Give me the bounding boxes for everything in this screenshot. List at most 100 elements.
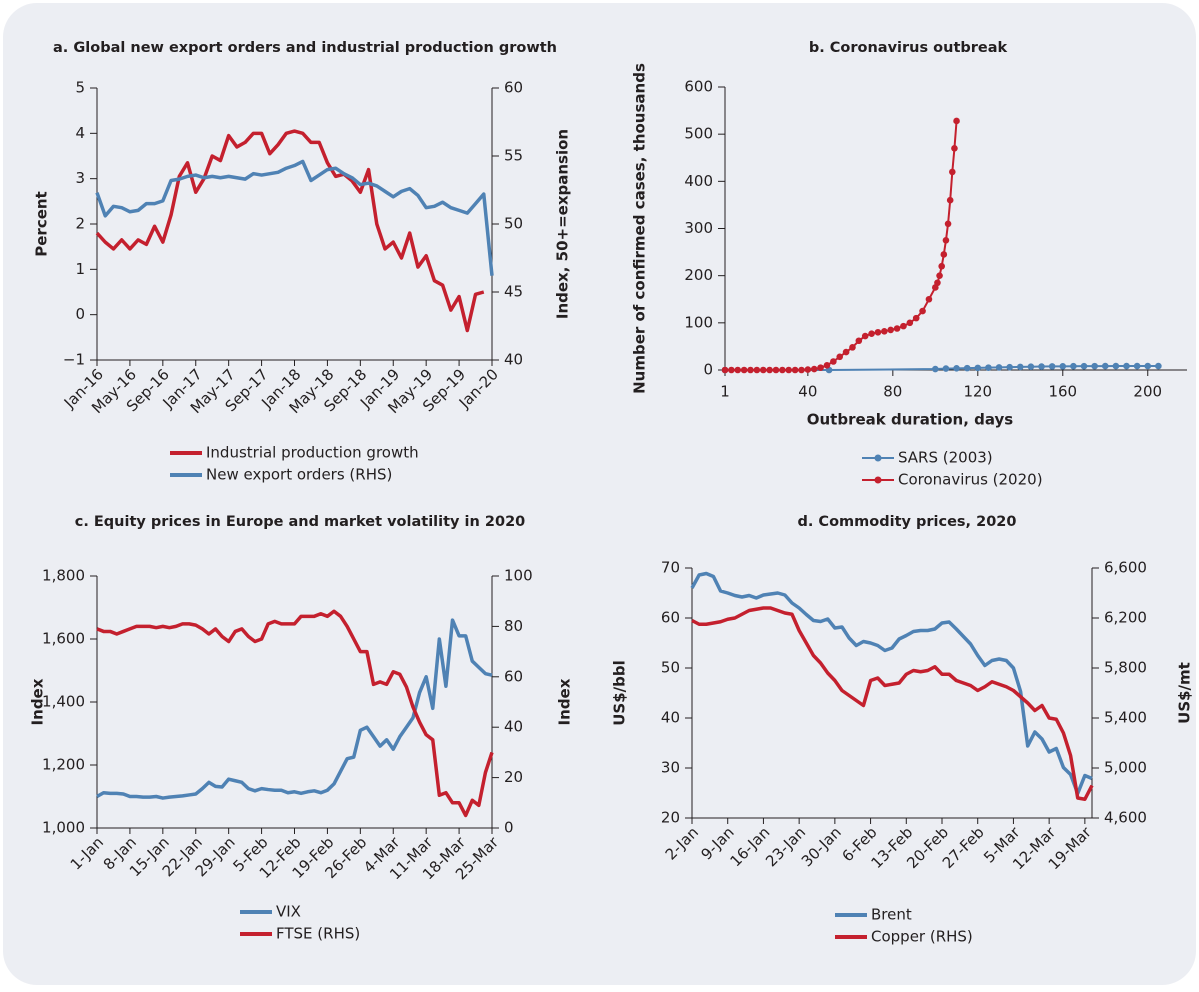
y2-tick-label: 5,400 bbox=[1104, 709, 1147, 727]
x-tick-label: 120 bbox=[963, 383, 992, 401]
y2-tick-label: 60 bbox=[504, 667, 523, 685]
data-point bbox=[946, 196, 954, 204]
data-point bbox=[1123, 362, 1130, 370]
data-point bbox=[919, 307, 926, 315]
data-point bbox=[893, 325, 901, 332]
y2-tick-label: 40 bbox=[504, 351, 523, 369]
data-point bbox=[912, 314, 920, 322]
y2-tick-label: 55 bbox=[504, 147, 523, 165]
x-tick-label: 200 bbox=[1133, 383, 1162, 401]
x-tick-label: 160 bbox=[1048, 383, 1077, 401]
data-point bbox=[1070, 362, 1077, 370]
data-point bbox=[842, 348, 850, 356]
y-axis-title: Index bbox=[29, 678, 47, 725]
data-point bbox=[934, 279, 941, 287]
data-point bbox=[1112, 362, 1120, 370]
data-point bbox=[942, 236, 950, 244]
y-tick-label: 20 bbox=[661, 809, 680, 827]
data-point bbox=[868, 330, 875, 337]
data-point bbox=[932, 365, 939, 373]
y2-tick-label: 100 bbox=[504, 567, 533, 585]
legend-marker bbox=[874, 476, 882, 484]
data-point bbox=[1048, 363, 1056, 370]
y-tick-label: 1,400 bbox=[42, 693, 85, 711]
y2-tick-label: 40 bbox=[504, 718, 523, 736]
y-tick-label: 60 bbox=[661, 609, 680, 627]
y-tick-label: 200 bbox=[684, 266, 713, 284]
data-point bbox=[1038, 363, 1045, 370]
legend-label: Brent bbox=[871, 906, 912, 924]
chart-title: b. Coronavirus outbreak bbox=[809, 40, 1008, 56]
y-tick-label: 500 bbox=[684, 125, 713, 143]
data-point bbox=[759, 366, 767, 374]
y-axis-title: Percent bbox=[33, 191, 51, 256]
chart-title: d. Commodity prices, 2020 bbox=[798, 514, 1017, 530]
y2-tick-label: 0 bbox=[504, 819, 514, 837]
legend-label: New export orders (RHS) bbox=[206, 466, 392, 484]
data-point bbox=[995, 364, 1003, 371]
data-point bbox=[734, 366, 742, 374]
y-axis-title: US$/bbl bbox=[611, 660, 629, 726]
y2-tick-label: 6,200 bbox=[1104, 609, 1147, 627]
data-point bbox=[881, 328, 888, 335]
legend-label: Copper (RHS) bbox=[871, 928, 973, 946]
data-point bbox=[936, 272, 943, 279]
data-point bbox=[940, 251, 948, 258]
data-point bbox=[836, 353, 844, 361]
chart-title: a. Global new export orders and industri… bbox=[53, 40, 557, 56]
y2-tick-label: 5,800 bbox=[1104, 659, 1147, 677]
y-tick-label: 400 bbox=[684, 172, 713, 190]
series-line bbox=[96, 618, 493, 800]
data-point bbox=[721, 366, 729, 374]
series-line bbox=[690, 571, 1093, 796]
y-tick-label: 1,000 bbox=[42, 819, 85, 837]
y2-axis-title: Index, 50+=expansion bbox=[554, 129, 572, 319]
y-tick-label: 5 bbox=[75, 79, 85, 97]
y-tick-label: 30 bbox=[661, 759, 680, 777]
series-line bbox=[96, 609, 494, 818]
y2-tick-label: 5,000 bbox=[1104, 759, 1147, 777]
y-tick-label: 0 bbox=[75, 305, 85, 323]
data-point bbox=[1133, 362, 1141, 370]
data-point bbox=[747, 366, 754, 374]
y2-tick-label: 45 bbox=[504, 283, 523, 301]
data-point bbox=[1144, 362, 1152, 370]
x-axis-title: Outbreak duration, days bbox=[807, 411, 1014, 429]
y2-tick-label: 60 bbox=[504, 79, 523, 97]
x-tick-label: 80 bbox=[883, 383, 902, 401]
y-tick-label: 50 bbox=[661, 659, 680, 677]
data-point bbox=[810, 365, 818, 373]
data-point bbox=[798, 366, 805, 374]
y-tick-label: 100 bbox=[684, 313, 713, 331]
data-point bbox=[900, 322, 907, 330]
data-point bbox=[974, 364, 982, 372]
y-tick-label: 40 bbox=[661, 709, 680, 727]
data-point bbox=[772, 366, 780, 374]
data-point bbox=[963, 364, 971, 372]
data-point bbox=[1059, 363, 1067, 370]
y2-tick-label: 6,600 bbox=[1104, 559, 1147, 577]
legend-label: Industrial production growth bbox=[206, 444, 419, 462]
series-line bbox=[691, 606, 1094, 801]
data-point bbox=[830, 358, 837, 365]
data-point bbox=[1027, 363, 1035, 370]
y-tick-label: 0 bbox=[703, 361, 713, 379]
y-tick-label: 1,200 bbox=[42, 756, 85, 774]
y-tick-label: 1,800 bbox=[42, 567, 85, 585]
y-tick-label: 1 bbox=[75, 260, 85, 278]
chart-title: c. Equity prices in Europe and market vo… bbox=[75, 514, 526, 530]
y-tick-label: −1 bbox=[63, 351, 85, 369]
data-point bbox=[791, 366, 799, 374]
panel-background bbox=[3, 3, 1196, 985]
data-point bbox=[823, 361, 831, 369]
data-point bbox=[728, 366, 735, 374]
legend-marker bbox=[874, 454, 882, 462]
y-tick-label: 2 bbox=[75, 215, 85, 233]
data-point bbox=[949, 168, 956, 176]
y2-axis-title: US$/mt bbox=[1176, 662, 1194, 724]
data-point bbox=[874, 328, 882, 336]
data-point bbox=[925, 295, 933, 303]
data-point bbox=[985, 364, 992, 371]
x-tick-label: 1 bbox=[720, 383, 730, 401]
